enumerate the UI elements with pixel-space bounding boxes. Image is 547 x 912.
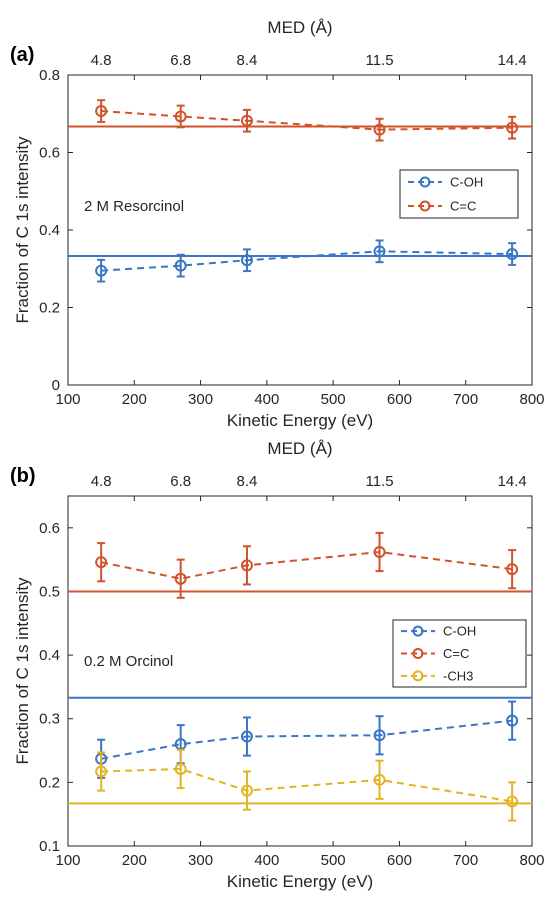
x-tick-label: 800 bbox=[519, 852, 544, 869]
legend-swatch-marker bbox=[412, 670, 424, 682]
y-tick-label: 0.8 bbox=[39, 67, 60, 84]
y-tick-label: 0 bbox=[52, 377, 60, 394]
x-tick-label: 600 bbox=[387, 391, 412, 408]
y-tick-label: 0.1 bbox=[39, 838, 60, 855]
y-tick-label: 0.4 bbox=[39, 222, 60, 239]
y-tick-label: 0.4 bbox=[39, 647, 60, 664]
top-tick-label: 11.5 bbox=[365, 52, 393, 69]
data-point bbox=[373, 123, 386, 136]
panel-b: 100 200 300 400 500 600 700 800 0.1 0.2 0.3 0.4 0.5 0… bbox=[10, 439, 545, 891]
x-tick-label: 500 bbox=[321, 391, 346, 408]
x-tick-label: 700 bbox=[453, 852, 478, 869]
data-point bbox=[95, 264, 108, 277]
series-coh bbox=[95, 239, 519, 283]
annotation: 2 M Resorcinol bbox=[84, 198, 184, 215]
top-axis-title: MED (Å) bbox=[267, 439, 332, 458]
data-point bbox=[373, 546, 386, 558]
series-cc bbox=[95, 99, 519, 142]
data-point bbox=[174, 259, 187, 272]
legend-swatch-marker bbox=[412, 648, 424, 659]
data-point bbox=[506, 563, 519, 576]
legend-swatch-marker bbox=[412, 625, 424, 637]
data-point bbox=[240, 254, 253, 267]
series-ch3 bbox=[95, 748, 519, 822]
legend-swatch-marker bbox=[419, 176, 431, 188]
x-tick-label: 100 bbox=[55, 391, 80, 408]
top-tick-label: 6.8 bbox=[170, 473, 191, 490]
panel-a: 100 200 300 400 500 600 700 800 0 0.2 0.4 0.6 0.8 4.8… bbox=[10, 18, 545, 430]
x-axis-title: Kinetic Energy (eV) bbox=[227, 872, 373, 891]
data-point bbox=[373, 729, 386, 742]
y-tick-label: 0.2 bbox=[39, 774, 60, 791]
series-coh bbox=[95, 700, 519, 779]
top-tick-label: 6.8 bbox=[170, 52, 191, 69]
data-point bbox=[373, 773, 386, 786]
x-tick-label: 100 bbox=[55, 852, 80, 869]
top-tick-label: 8.4 bbox=[237, 52, 258, 69]
data-point bbox=[506, 248, 519, 261]
x-tick-label: 700 bbox=[453, 391, 478, 408]
x-axis-title: Kinetic Energy (eV) bbox=[227, 411, 373, 430]
data-point bbox=[240, 114, 253, 127]
y-tick-label: 0.3 bbox=[39, 711, 60, 728]
data-point bbox=[174, 572, 187, 585]
data-point bbox=[240, 730, 253, 743]
x-tick-label: 500 bbox=[321, 852, 346, 869]
series-line bbox=[101, 767, 513, 803]
series-line bbox=[100, 550, 513, 580]
data-point bbox=[506, 121, 519, 134]
y-tick-label: 0.5 bbox=[39, 583, 60, 600]
data-point bbox=[373, 245, 386, 258]
data-point bbox=[95, 105, 108, 118]
legend: C-OH C=C bbox=[399, 169, 519, 219]
plot-frame bbox=[67, 74, 533, 386]
annotation: 0.2 M Orcinol bbox=[84, 653, 173, 670]
top-tick-label: 4.8 bbox=[91, 52, 112, 69]
data-point bbox=[95, 556, 108, 569]
legend: C-OH C=C -CH3 bbox=[392, 619, 527, 688]
top-tick-label: 11.5 bbox=[365, 473, 393, 490]
x-tick-label: 200 bbox=[122, 391, 147, 408]
top-axis-title: MED (Å) bbox=[267, 18, 332, 37]
y-axis-title: Fraction of C 1s intensity bbox=[13, 577, 32, 765]
y-axis-title: Fraction of C 1s intensity bbox=[13, 136, 32, 324]
series-cc bbox=[95, 531, 519, 599]
x-tick-label: 600 bbox=[387, 852, 412, 869]
x-tick-label: 400 bbox=[254, 852, 279, 869]
plot-frame bbox=[67, 495, 533, 847]
data-point bbox=[95, 765, 108, 778]
y-tick-label: 0.6 bbox=[39, 520, 60, 537]
legend-label: C=C bbox=[443, 646, 469, 661]
x-tick-label: 400 bbox=[254, 391, 279, 408]
legend-label: C=C bbox=[450, 199, 476, 214]
data-point bbox=[174, 763, 187, 775]
x-tick-label: 300 bbox=[188, 391, 213, 408]
top-tick-label: 4.8 bbox=[91, 473, 112, 490]
x-tick-label: 200 bbox=[122, 852, 147, 869]
x-tick-label: 800 bbox=[519, 391, 544, 408]
x-tick-label: 300 bbox=[188, 852, 213, 869]
data-point bbox=[240, 559, 253, 572]
panel-label: (b) bbox=[10, 465, 36, 487]
top-tick-label: 14.4 bbox=[498, 52, 527, 69]
y-tick-label: 0.6 bbox=[39, 145, 60, 162]
data-point bbox=[240, 784, 253, 797]
series-line bbox=[101, 250, 513, 272]
legend-box bbox=[399, 169, 519, 219]
top-tick-label: 14.4 bbox=[498, 473, 527, 490]
y-tick-label: 0.2 bbox=[39, 300, 60, 317]
series-line bbox=[100, 719, 513, 760]
data-point bbox=[174, 110, 187, 123]
data-point bbox=[506, 795, 519, 808]
top-tick-label: 8.4 bbox=[237, 473, 258, 490]
data-point bbox=[506, 714, 519, 727]
legend-label: -CH3 bbox=[443, 668, 473, 683]
legend-label: C-OH bbox=[450, 175, 483, 190]
panel-label: (a) bbox=[10, 44, 34, 66]
legend-label: C-OH bbox=[443, 624, 476, 639]
legend-swatch-marker bbox=[419, 200, 431, 212]
